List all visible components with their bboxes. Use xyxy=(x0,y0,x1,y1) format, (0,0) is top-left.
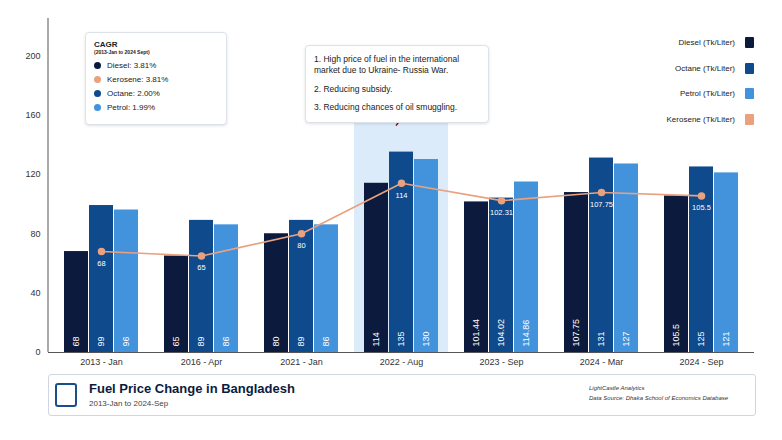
html-text:Kerosene: 3.81%: Kerosene: 3.81% xyxy=(107,75,169,84)
svg-text:127: 127 xyxy=(621,331,631,346)
svg-text:114.86: 114.86 xyxy=(521,320,531,347)
svg-text:99: 99 xyxy=(96,336,106,346)
svg-text:80: 80 xyxy=(271,336,281,346)
svg-text:121: 121 xyxy=(721,331,731,346)
svg-text:102.31: 102.31 xyxy=(490,208,513,217)
html-text:CAGR: CAGR xyxy=(94,40,118,49)
svg-text:120: 120 xyxy=(25,169,40,179)
html-text:(2013-Jan to 2024 Sept): (2013-Jan to 2024 Sept) xyxy=(94,49,150,55)
svg-text:104.02: 104.02 xyxy=(496,319,506,347)
svg-text:65: 65 xyxy=(197,263,205,272)
svg-text:96: 96 xyxy=(121,336,131,346)
svg-text:2022 - Aug: 2022 - Aug xyxy=(380,357,424,367)
svg-text:2016 - Apr: 2016 - Apr xyxy=(181,357,223,367)
svg-text:2024 - Mar: 2024 - Mar xyxy=(580,357,624,367)
svg-text:2021 - Jan: 2021 - Jan xyxy=(280,357,323,367)
html-text:Petrol: 1.99%: Petrol: 1.99% xyxy=(107,103,155,112)
svg-text:89: 89 xyxy=(296,336,306,346)
html-text:Data Source: Dhaka School of E: Data Source: Dhaka School of Economics D… xyxy=(589,394,729,401)
html-text:LightCastle Analytics: LightCastle Analytics xyxy=(589,385,645,391)
svg-text:130: 130 xyxy=(421,331,431,346)
svg-text:80: 80 xyxy=(30,229,40,239)
html-text:Petrol (Tk/Liter): Petrol (Tk/Liter) xyxy=(679,89,735,99)
html-text:Kerosene (Tk/Liter): Kerosene (Tk/Liter) xyxy=(666,114,735,124)
svg-text:131: 131 xyxy=(596,331,606,346)
svg-text:114: 114 xyxy=(396,191,408,200)
html-text:3. Reducing chances of oil smu: 3. Reducing chances of oil smuggling. xyxy=(314,102,458,113)
svg-text:86: 86 xyxy=(321,336,331,346)
svg-text:200: 200 xyxy=(25,50,40,60)
svg-text:2013 - Jan: 2013 - Jan xyxy=(80,357,123,367)
svg-text:160: 160 xyxy=(25,110,40,120)
html-text:2013-Jan to 2024-Sep: 2013-Jan to 2024-Sep xyxy=(89,399,169,408)
html-text:2. Reducing subsidy.: 2. Reducing subsidy. xyxy=(314,83,393,94)
html-text:Diesel: 3.81%: Diesel: 3.81% xyxy=(107,61,157,70)
svg-text:68: 68 xyxy=(97,259,105,268)
svg-text:80: 80 xyxy=(297,241,305,250)
svg-text:2023 - Sep: 2023 - Sep xyxy=(479,357,523,367)
svg-text:107.75: 107.75 xyxy=(590,200,613,209)
svg-text:89: 89 xyxy=(196,336,206,346)
svg-text:105.5: 105.5 xyxy=(671,324,681,347)
html-text:1. High price of fuel in the i: 1. High price of fuel in the internation… xyxy=(314,54,460,76)
html-text:Diesel (Tk/Liter): Diesel (Tk/Liter) xyxy=(678,38,735,48)
svg-text:105.5: 105.5 xyxy=(692,203,711,212)
svg-text:125: 125 xyxy=(696,331,706,346)
svg-text:0: 0 xyxy=(35,347,40,357)
html-text:Octane (Tk/Liter): Octane (Tk/Liter) xyxy=(675,63,735,73)
svg-text:68: 68 xyxy=(71,336,81,346)
svg-text:107.75: 107.75 xyxy=(571,319,581,347)
svg-text:40: 40 xyxy=(30,288,40,298)
svg-text:114: 114 xyxy=(371,332,381,346)
svg-text:86: 86 xyxy=(221,336,231,346)
svg-text:2024 - Sep: 2024 - Sep xyxy=(679,357,723,367)
html-text:Fuel Price Change in Banglades: Fuel Price Change in Bangladesh xyxy=(89,381,295,396)
html-text:Octane: 2.00%: Octane: 2.00% xyxy=(107,89,160,98)
svg-text:135: 135 xyxy=(396,331,406,346)
svg-text:101.44: 101.44 xyxy=(471,319,481,347)
svg-text:65: 65 xyxy=(171,336,181,346)
